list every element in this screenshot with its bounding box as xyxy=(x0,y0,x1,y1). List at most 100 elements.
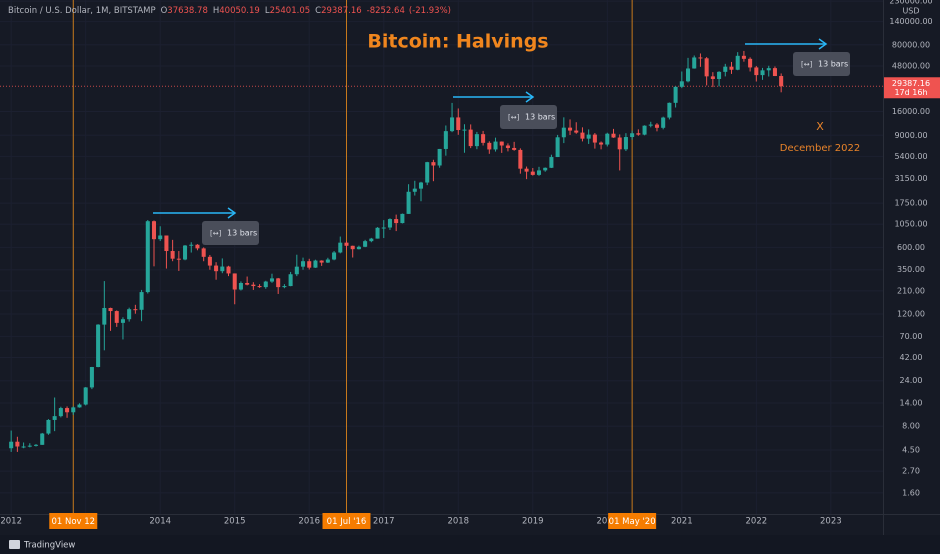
candle-body xyxy=(238,283,243,290)
candle-body xyxy=(611,133,616,138)
candle-body xyxy=(127,309,132,320)
candle-body xyxy=(375,227,380,239)
candle-body xyxy=(710,76,715,79)
candle-body xyxy=(363,241,368,247)
y-tick-label: 16000.00 xyxy=(892,107,930,116)
candle-body xyxy=(77,404,82,408)
measure-arrow-head xyxy=(818,38,828,50)
candle-body xyxy=(704,58,709,77)
header-item: L xyxy=(265,6,270,16)
x-tick-label: 2014 xyxy=(149,517,171,527)
header-item: (-21.93%) xyxy=(409,6,451,16)
candle-body xyxy=(9,441,14,449)
candle-body xyxy=(307,261,312,268)
candle-body xyxy=(387,219,392,228)
candle-body xyxy=(580,132,585,139)
candle-body xyxy=(729,66,734,70)
halving-label: 01 Nov 12 xyxy=(51,517,95,527)
candle-body xyxy=(425,162,430,183)
y-tick-label: 80000.00 xyxy=(892,40,930,49)
candle-body xyxy=(406,191,411,214)
marks xyxy=(9,50,784,452)
x-tick-label: 2020 xyxy=(596,517,618,527)
candle-body xyxy=(779,76,784,87)
candle-body xyxy=(189,244,194,246)
candle-body xyxy=(474,134,479,147)
candle-body xyxy=(617,137,622,150)
candle-body xyxy=(679,81,684,87)
y-tick-label: 5400.00 xyxy=(894,152,927,161)
y-tick-label: 4.50 xyxy=(902,446,920,455)
candle-body xyxy=(400,213,405,224)
candle-body xyxy=(481,134,486,143)
halving-label: 01 Jul '16 xyxy=(327,517,367,527)
candle-body xyxy=(226,266,231,274)
candle-body xyxy=(158,235,163,240)
candle-body xyxy=(661,117,666,128)
overlays: 1.60 2.70 4.50 8.00 14.00 24.00 42.00 70.00 120.… xyxy=(0,0,940,529)
candle-body xyxy=(120,319,125,323)
candle-body xyxy=(46,419,51,434)
y-tick-label: 120.00 xyxy=(897,310,925,319)
candle-body xyxy=(263,281,268,288)
x-tick-label: 2016 xyxy=(298,517,320,527)
price-tag-countdown: 17d 16h xyxy=(894,88,927,97)
candle-body xyxy=(487,142,492,150)
candle-body xyxy=(102,307,107,325)
measure-icon: [↔] xyxy=(801,61,813,69)
y-tick-label: 48000.00 xyxy=(892,61,930,70)
halving-label: 01 May '20 xyxy=(609,517,656,527)
price-tag xyxy=(884,77,940,99)
candle-body xyxy=(176,258,181,260)
logo: TradingView xyxy=(9,540,75,551)
header-item: -8252.64 xyxy=(367,6,405,16)
annotation: December 2022 xyxy=(780,143,860,154)
candle-body xyxy=(369,238,374,242)
x-tick-label: 2023 xyxy=(820,517,842,527)
candle-body xyxy=(642,125,647,135)
candle-body xyxy=(325,259,330,263)
y-tick-label: 9000.00 xyxy=(894,131,927,140)
candle-body xyxy=(760,70,765,76)
candle-body xyxy=(33,444,39,446)
candle-body xyxy=(220,266,225,272)
candle-body xyxy=(686,68,691,82)
logo-icon xyxy=(9,540,20,549)
candle-body xyxy=(543,167,548,171)
y-tick-label: 210.00 xyxy=(897,286,925,295)
measure-label: 13 bars xyxy=(227,229,257,238)
x-tick-label: 2019 xyxy=(522,517,544,527)
candle-body xyxy=(636,133,641,135)
y-tick-label: 42.00 xyxy=(900,353,923,362)
candle-body xyxy=(741,55,746,59)
y-tick-label: 350.00 xyxy=(897,265,925,274)
candle-body xyxy=(52,416,57,420)
candle-body xyxy=(201,248,206,257)
measure-box xyxy=(793,52,850,76)
candle-body xyxy=(443,131,448,149)
candle-body xyxy=(313,260,318,268)
candle-body xyxy=(269,278,274,282)
candle-body xyxy=(133,309,138,311)
candle-body xyxy=(549,157,554,168)
candle-body xyxy=(139,292,144,310)
x-tick-label: 2018 xyxy=(447,517,469,527)
chart-title: Bitcoin: Halvings xyxy=(367,31,548,53)
header-item: O xyxy=(161,6,168,16)
x-tick-label: 2017 xyxy=(373,517,395,527)
candle-body xyxy=(418,182,424,189)
candle-body xyxy=(512,147,517,150)
candle-body xyxy=(214,265,219,272)
y-tick-label: 8.00 xyxy=(902,422,920,431)
halving-label-box xyxy=(322,513,371,529)
y-tick-label: 70.00 xyxy=(900,332,923,341)
candle-body xyxy=(462,129,467,131)
candle-body xyxy=(412,188,417,192)
candle-body xyxy=(555,137,560,158)
candle-body xyxy=(499,141,504,146)
y-tick-label: 1750.00 xyxy=(894,199,927,208)
candle-body xyxy=(394,219,399,224)
measure-icon: [↔] xyxy=(210,230,222,238)
